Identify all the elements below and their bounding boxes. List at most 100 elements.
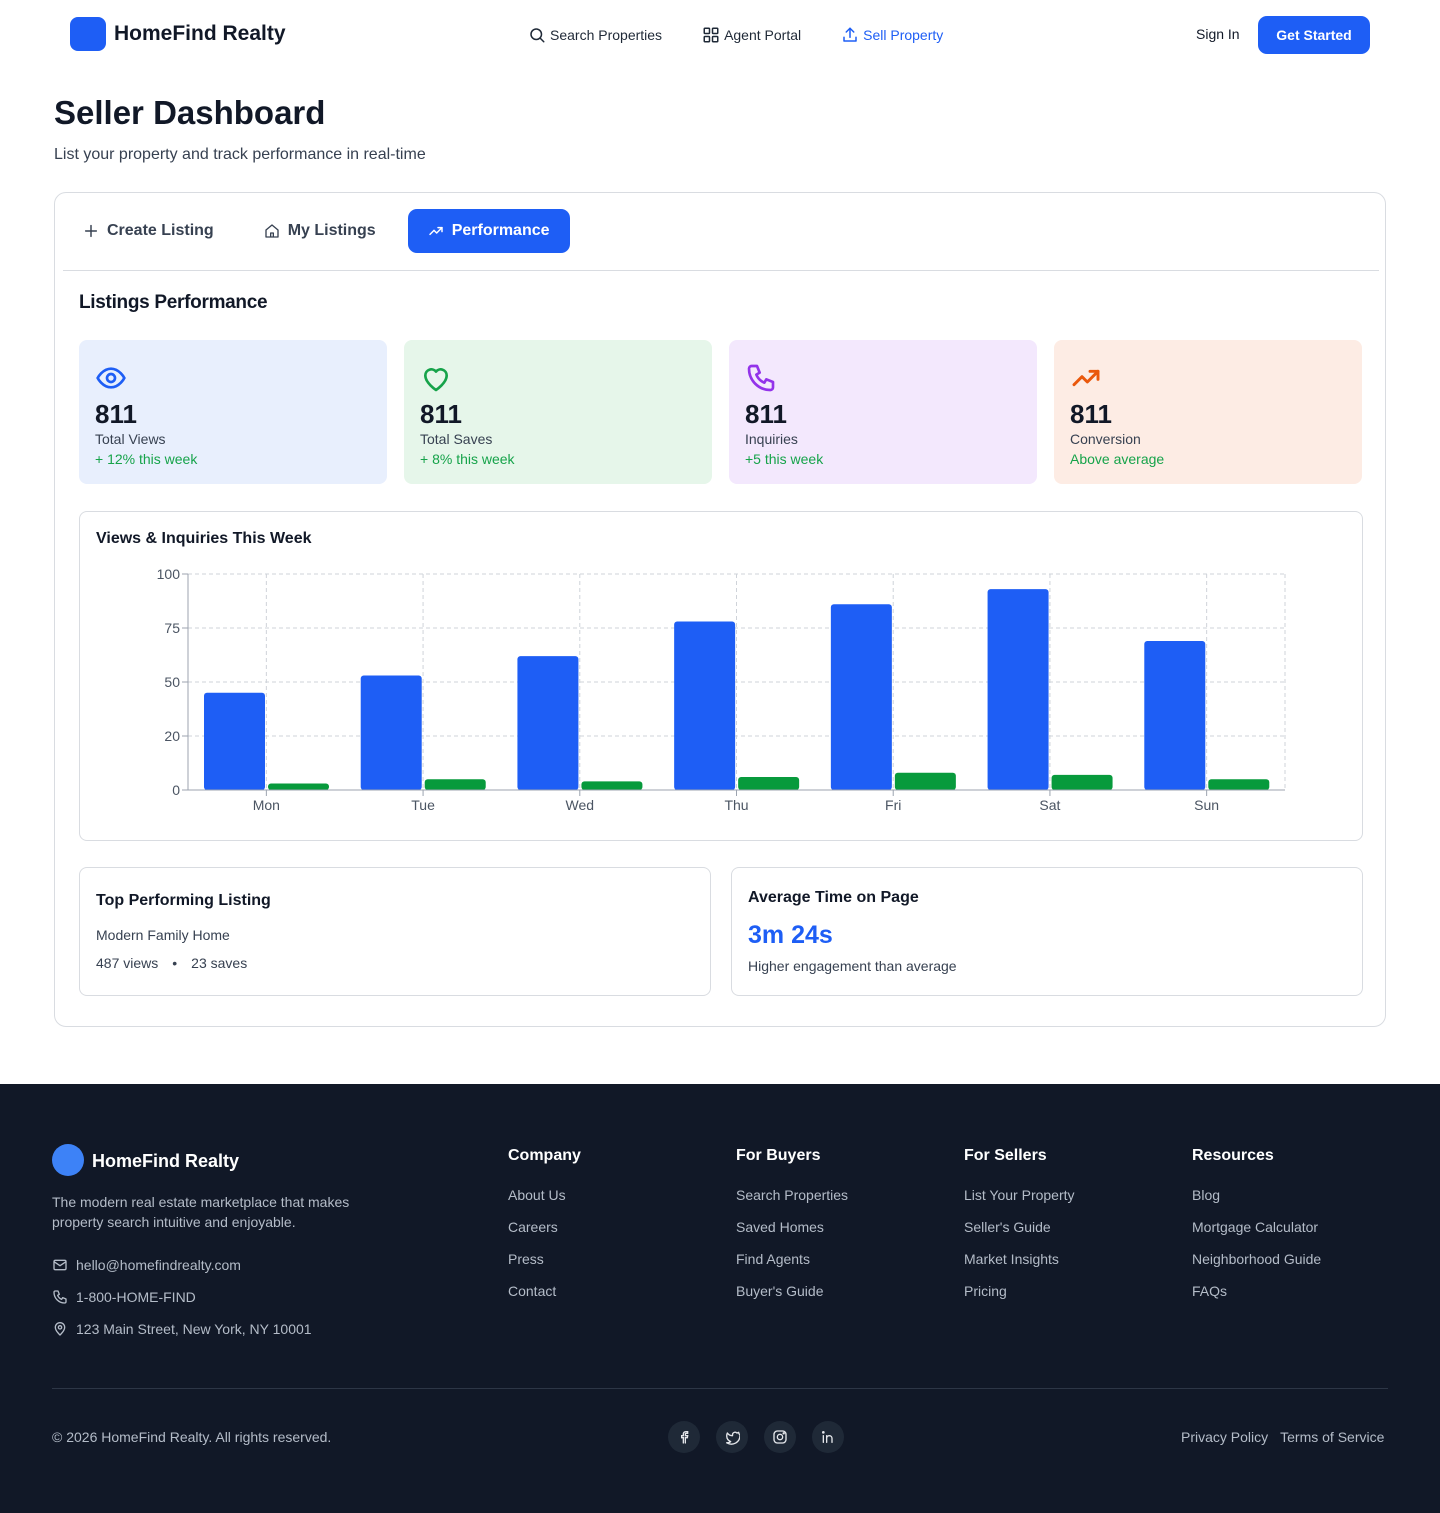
mail-icon — [53, 1259, 67, 1271]
footer-link[interactable]: Find Agents — [736, 1251, 810, 1267]
bar-views — [360, 675, 422, 790]
facebook-icon — [681, 1431, 689, 1444]
footer-description: The modern real estate marketplace that … — [52, 1194, 350, 1230]
logo-icon[interactable] — [70, 17, 106, 51]
phone-icon — [53, 1290, 67, 1304]
footer-link[interactable]: Seller's Guide — [964, 1219, 1051, 1235]
stat-card-conversion: 811 Conversion Above average — [1054, 340, 1362, 484]
instagram-link[interactable] — [764, 1421, 796, 1453]
footer-address-text: 123 Main Street, New York, NY 10001 — [76, 1321, 312, 1337]
tab-label: Create Listing — [107, 222, 214, 239]
footer-col-company: Company About Us Careers Press Contact — [508, 1147, 581, 1315]
footer-link[interactable]: Pricing — [964, 1283, 1007, 1299]
footer-email[interactable]: hello@homefindrealty.com — [52, 1257, 241, 1273]
footer-brand[interactable]: HomeFind Realty — [92, 1151, 240, 1171]
tab-my-listings[interactable]: My Listings — [244, 209, 396, 253]
footer-link[interactable]: Blog — [1192, 1187, 1221, 1203]
section-title: Listings Performance — [79, 292, 268, 313]
footer-link[interactable]: FAQs — [1192, 1283, 1228, 1299]
privacy-policy-link[interactable]: Privacy Policy — [1181, 1429, 1269, 1445]
footer-col-title: For Sellers — [964, 1147, 1047, 1164]
footer-phone-text: 1-800-HOME-FIND — [76, 1289, 196, 1305]
y-tick-label: 0 — [172, 782, 180, 798]
get-started-button[interactable]: Get Started — [1258, 16, 1370, 54]
bar-inquiries — [894, 772, 956, 790]
bar-views — [830, 604, 892, 790]
site-footer: HomeFind Realty The modern real estate m… — [0, 1084, 1440, 1513]
footer-link[interactable]: Buyer's Guide — [736, 1283, 824, 1299]
tab-performance[interactable]: Performance — [407, 209, 570, 253]
main-nav: Search Properties Agent Portal Sell Prop… — [528, 24, 983, 46]
footer-link[interactable]: Neighborhood Guide — [1192, 1251, 1322, 1267]
facebook-link[interactable] — [668, 1421, 700, 1453]
heart-icon — [424, 368, 448, 392]
linkedin-icon — [822, 1431, 833, 1443]
footer-col-resources: Resources Blog Mortgage Calculator Neigh… — [1192, 1147, 1321, 1315]
bar-views — [1144, 640, 1206, 790]
top-listing-title: Top Performing Listing — [96, 892, 271, 909]
footer-email-text: hello@homefindrealty.com — [76, 1257, 241, 1273]
stat-label: Total Saves — [420, 431, 493, 447]
footer-link[interactable]: Search Properties — [736, 1187, 849, 1203]
footer-copyright: © 2026 HomeFind Realty. All rights reser… — [52, 1429, 332, 1445]
linkedin-link[interactable] — [812, 1421, 844, 1453]
bar-views — [674, 621, 736, 790]
y-tick-label: 50 — [164, 674, 180, 690]
footer-col-sellers: For Sellers List Your Property Seller's … — [964, 1147, 1075, 1315]
bar-inquiries — [268, 783, 329, 790]
stat-label: Total Views — [95, 431, 166, 447]
upload-icon — [843, 27, 857, 42]
top-listing-name[interactable]: Modern Family Home — [96, 927, 230, 943]
stat-label: Inquiries — [745, 431, 798, 447]
plus-icon — [84, 224, 98, 238]
instagram-icon — [773, 1430, 787, 1444]
stat-value: 811 — [1070, 399, 1112, 429]
y-tick-label: 75 — [164, 620, 180, 636]
chart-card: Views & Inquiries This Week 0 20 50 75 100 Mo… — [79, 511, 1363, 841]
bar-inquiries — [1051, 774, 1113, 790]
map-pin-icon — [54, 1322, 66, 1336]
bar-views — [987, 589, 1049, 790]
nav-agent-portal[interactable]: Agent Portal — [702, 24, 801, 46]
x-tick-label: Wed — [566, 797, 595, 813]
chart-title: Views & Inquiries This Week — [96, 530, 312, 547]
dashboard-card: Create Listing My Listings Performance L… — [54, 192, 1386, 1027]
footer-link[interactable]: About Us — [508, 1187, 566, 1203]
tab-divider — [63, 270, 1379, 271]
dashboard-tabs: Create Listing My Listings Performance — [63, 209, 570, 253]
bar-inquiries — [1208, 779, 1270, 790]
footer-phone[interactable]: 1-800-HOME-FIND — [52, 1289, 196, 1305]
bar-views — [204, 692, 265, 790]
sign-in-link[interactable]: Sign In — [1196, 26, 1240, 42]
footer-link[interactable]: Contact — [508, 1283, 557, 1299]
terms-of-service-link[interactable]: Terms of Service — [1280, 1429, 1385, 1445]
footer-link[interactable]: Press — [508, 1251, 544, 1267]
bar-inquiries — [424, 779, 486, 790]
footer-address: 123 Main Street, New York, NY 10001 — [52, 1321, 312, 1337]
footer-link[interactable]: Saved Homes — [736, 1219, 824, 1235]
avg-time-note: Higher engagement than average — [748, 958, 957, 974]
nav-label: Sell Property — [863, 27, 944, 43]
tab-label: My Listings — [287, 222, 376, 239]
y-tick-label: 20 — [164, 728, 180, 744]
phone-icon — [747, 364, 775, 392]
nav-label: Agent Portal — [724, 27, 802, 43]
bar-views — [517, 656, 579, 790]
stat-change: +5 this week — [745, 451, 824, 467]
stat-value: 811 — [420, 399, 462, 429]
twitter-link[interactable] — [716, 1421, 748, 1453]
footer-link[interactable]: Mortgage Calculator — [1192, 1219, 1319, 1235]
eye-icon — [96, 367, 126, 389]
tab-create-listing[interactable]: Create Listing — [63, 209, 234, 253]
footer-link[interactable]: Market Insights — [964, 1251, 1059, 1267]
footer-link[interactable]: List Your Property — [964, 1187, 1075, 1203]
footer-col-title: Resources — [1192, 1147, 1274, 1164]
brand-name[interactable]: HomeFind Realty — [114, 22, 286, 45]
stat-change: Above average — [1070, 451, 1165, 467]
footer-legal: Privacy Policy Terms of Service — [1181, 1429, 1384, 1445]
footer-link[interactable]: Careers — [508, 1219, 558, 1235]
footer-col-buyers: For Buyers Search Properties Saved Homes… — [736, 1147, 848, 1315]
nav-sell-property[interactable]: Sell Property — [841, 24, 943, 46]
footer-logo-icon[interactable] — [52, 1144, 84, 1176]
nav-search-properties[interactable]: Search Properties — [528, 24, 662, 46]
